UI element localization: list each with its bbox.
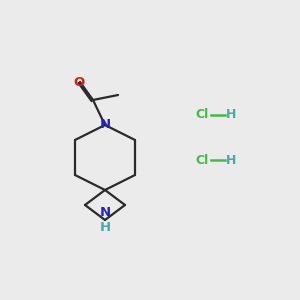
Text: Cl: Cl xyxy=(195,109,208,122)
Text: H: H xyxy=(226,109,236,122)
Text: H: H xyxy=(226,154,236,166)
Text: H: H xyxy=(99,221,111,234)
Text: N: N xyxy=(99,118,111,131)
Text: Cl: Cl xyxy=(195,154,208,166)
Text: O: O xyxy=(74,76,85,88)
Text: N: N xyxy=(99,206,111,219)
